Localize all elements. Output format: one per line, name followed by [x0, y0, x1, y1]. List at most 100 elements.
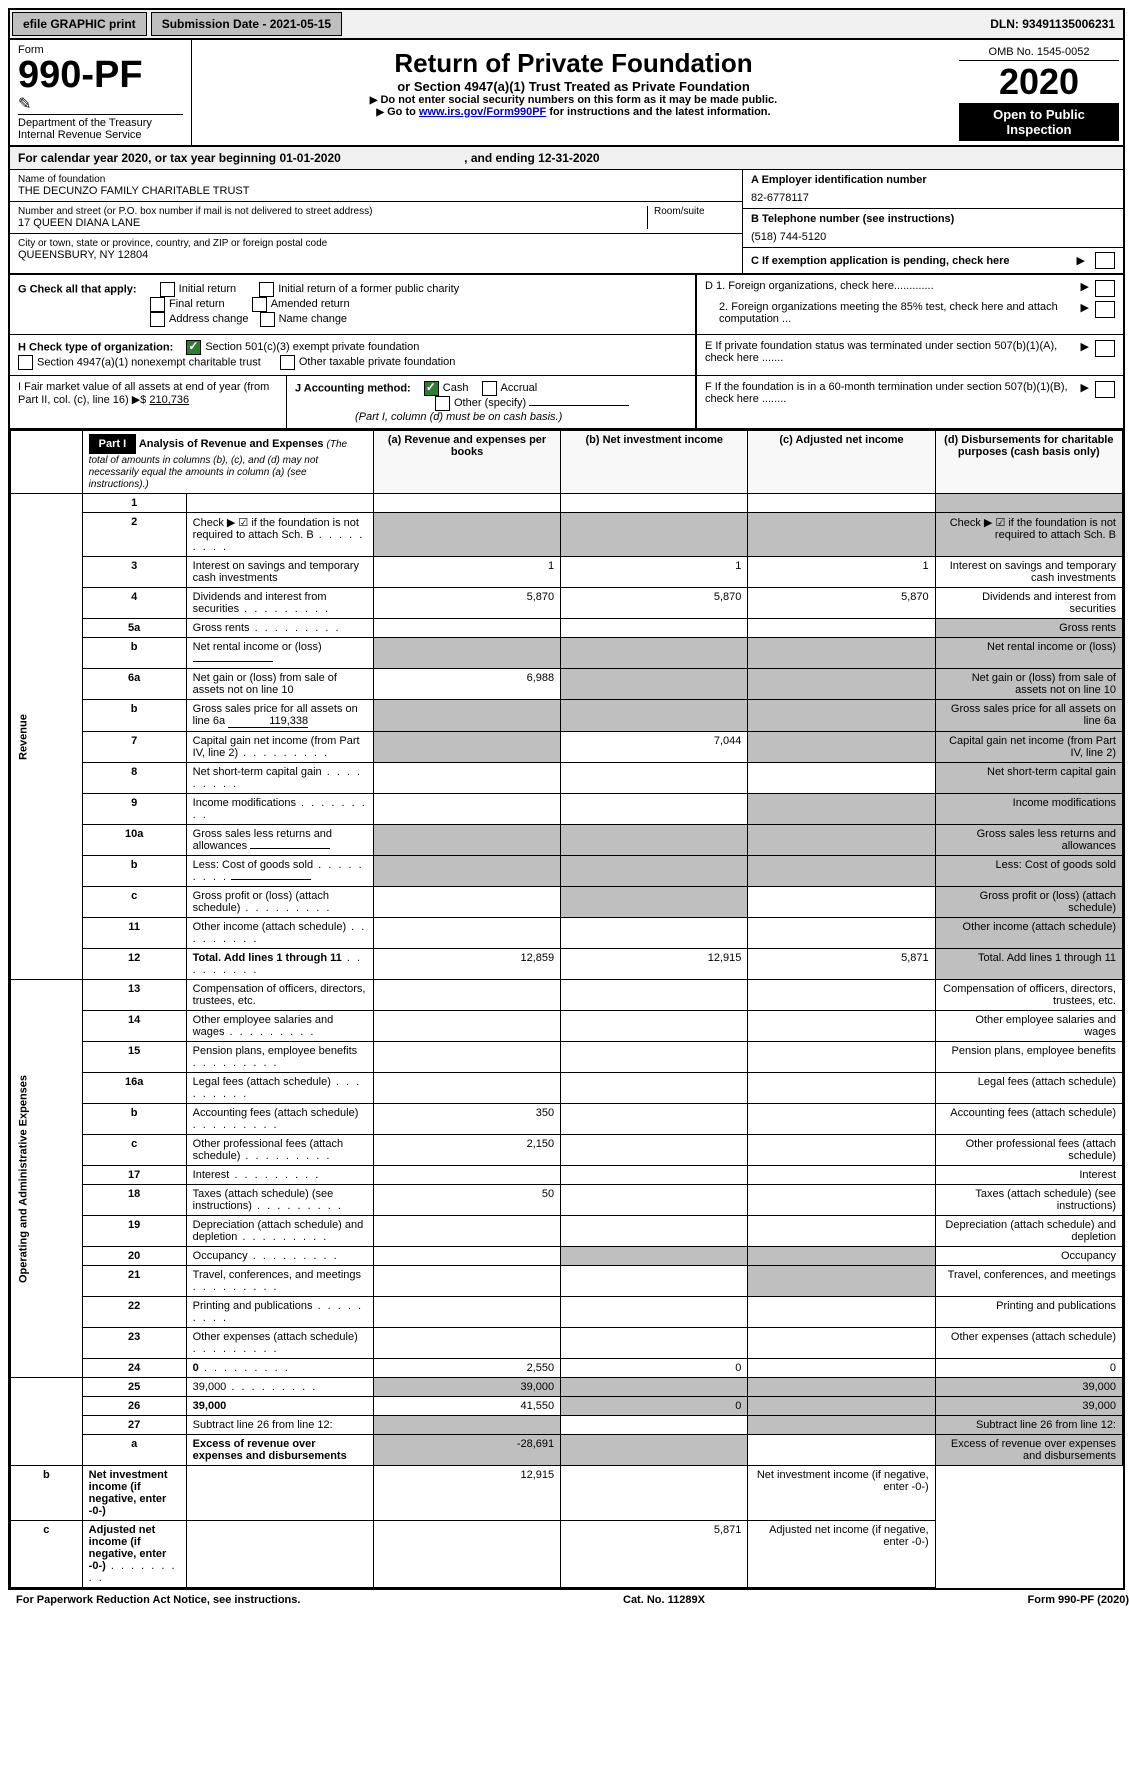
row-desc: Adjusted net income (if negative, enter …: [82, 1521, 186, 1588]
table-cell: 0: [935, 1359, 1122, 1378]
row-desc: Legal fees (attach schedule): [186, 1073, 373, 1104]
table-cell: 5,870: [748, 588, 935, 619]
efile-button[interactable]: efile GRAPHIC print: [12, 12, 147, 36]
table-cell: [748, 918, 935, 949]
e-checkbox[interactable]: [1095, 340, 1115, 357]
table-cell: Gross sales price for all assets on line…: [935, 700, 1122, 732]
row-desc: Compensation of officers, directors, tru…: [186, 980, 373, 1011]
table-cell: [748, 494, 935, 513]
table-cell: [748, 1416, 935, 1435]
row-desc: Other professional fees (attach schedule…: [186, 1135, 373, 1166]
g-chk-final[interactable]: [150, 297, 165, 312]
table-row: 15 Pension plans, employee benefits Pens…: [11, 1042, 1123, 1073]
table-cell: Occupancy: [935, 1247, 1122, 1266]
table-cell: 1: [748, 557, 935, 588]
table-cell: 39,000: [935, 1378, 1122, 1397]
table-cell: 7,044: [561, 732, 748, 763]
table-cell: [748, 1216, 935, 1247]
table-row: 22 Printing and publications Printing an…: [11, 1297, 1123, 1328]
j-chk-other[interactable]: [435, 396, 450, 411]
table-cell: Net investment income (if negative, ente…: [748, 1466, 935, 1521]
table-row: 11 Other income (attach schedule) Other …: [11, 918, 1123, 949]
table-cell: Excess of revenue over expenses and disb…: [935, 1435, 1122, 1466]
d1-checkbox[interactable]: [1095, 280, 1115, 297]
h-chk-other-tax[interactable]: [280, 355, 295, 370]
row-num: 8: [82, 763, 186, 794]
row-num: 9: [82, 794, 186, 825]
row-desc: Gross rents: [186, 619, 373, 638]
table-cell: [748, 1011, 935, 1042]
g-chk-name[interactable]: [260, 312, 275, 327]
table-cell: 350: [373, 1104, 560, 1135]
table-row: 9 Income modifications Income modificati…: [11, 794, 1123, 825]
j-chk-cash[interactable]: [424, 381, 439, 396]
table-cell: [561, 1266, 748, 1297]
row-num: b: [11, 1466, 83, 1521]
g-chk-initial[interactable]: [160, 282, 175, 297]
table-cell: [561, 1073, 748, 1104]
calendar-year-line: For calendar year 2020, or tax year begi…: [10, 147, 1123, 170]
table-cell: 50: [373, 1185, 560, 1216]
form-header: Form 990-PF ✎ Department of the Treasury…: [10, 40, 1123, 147]
table-cell: Less: Cost of goods sold: [935, 856, 1122, 887]
d2-checkbox[interactable]: [1095, 301, 1115, 318]
table-cell: [748, 1328, 935, 1359]
cal-begin: For calendar year 2020, or tax year begi…: [18, 151, 341, 165]
g-chk-address[interactable]: [150, 312, 165, 327]
table-cell: 12,915: [373, 1466, 560, 1521]
table-cell: [748, 794, 935, 825]
row-desc: Check ▶ ☑ if the foundation is not requi…: [186, 513, 373, 557]
row-num: 4: [82, 588, 186, 619]
h-chk-4947[interactable]: [18, 355, 33, 370]
row-desc: Subtract line 26 from line 12:: [186, 1416, 373, 1435]
j-chk-accrual[interactable]: [482, 381, 497, 396]
table-cell: Interest: [935, 1166, 1122, 1185]
table-cell: [561, 1104, 748, 1135]
table-cell: Income modifications: [935, 794, 1122, 825]
h-chk-501c3[interactable]: [186, 340, 201, 355]
j-other: Other (specify): [454, 397, 526, 409]
table-cell: [373, 794, 560, 825]
h-opt-1: Section 501(c)(3) exempt private foundat…: [205, 341, 419, 353]
row-num: 1: [82, 494, 186, 513]
g-chk-amended[interactable]: [252, 297, 267, 312]
row-desc: 39,000: [186, 1397, 373, 1416]
col-d-header: (d) Disbursements for charitable purpose…: [935, 431, 1122, 494]
row-num: 23: [82, 1328, 186, 1359]
table-cell: [561, 1328, 748, 1359]
row-num: 25: [82, 1378, 186, 1397]
row-desc: Printing and publications: [186, 1297, 373, 1328]
table-cell: [748, 763, 935, 794]
row-num: 15: [82, 1042, 186, 1073]
table-row: 12 Total. Add lines 1 through 11 12,8591…: [11, 949, 1123, 980]
row-desc: Gross sales price for all assets on line…: [186, 700, 373, 732]
j-cash: Cash: [443, 382, 469, 394]
table-cell: -28,691: [373, 1435, 560, 1466]
table-cell: [561, 669, 748, 700]
table-cell: [373, 1011, 560, 1042]
g-chk-initial-former[interactable]: [259, 282, 274, 297]
table-cell: Net rental income or (loss): [935, 638, 1122, 669]
table-row: 14 Other employee salaries and wages Oth…: [11, 1011, 1123, 1042]
c-checkbox[interactable]: [1095, 252, 1115, 269]
section-gh: G Check all that apply: Initial return I…: [10, 275, 1123, 335]
table-cell: Interest on savings and temporary cash i…: [935, 557, 1122, 588]
row-desc: Taxes (attach schedule) (see instruction…: [186, 1185, 373, 1216]
instr2-pre: Go to: [387, 106, 419, 118]
table-row: 10a Gross sales less returns and allowan…: [11, 825, 1123, 856]
table-cell: [373, 980, 560, 1011]
table-row: 24 0 2,55000: [11, 1359, 1123, 1378]
form-number: 990-PF: [18, 56, 183, 94]
row-desc: Accounting fees (attach schedule): [186, 1104, 373, 1135]
oae-label: Operating and Administrative Expenses: [11, 980, 83, 1378]
irs-link[interactable]: www.irs.gov/Form990PF: [419, 106, 546, 118]
f-checkbox[interactable]: [1095, 381, 1115, 398]
table-cell: Net gain or (loss) from sale of assets n…: [935, 669, 1122, 700]
table-cell: 5,871: [748, 949, 935, 980]
foundation-name: THE DECUNZO FAMILY CHARITABLE TRUST: [18, 185, 734, 197]
instruction-2: Go to www.irs.gov/Form990PF for instruct…: [200, 106, 947, 118]
table-cell: [748, 1435, 935, 1466]
table-cell: [373, 1166, 560, 1185]
table-cell: [561, 1435, 748, 1466]
table-cell: [748, 1104, 935, 1135]
